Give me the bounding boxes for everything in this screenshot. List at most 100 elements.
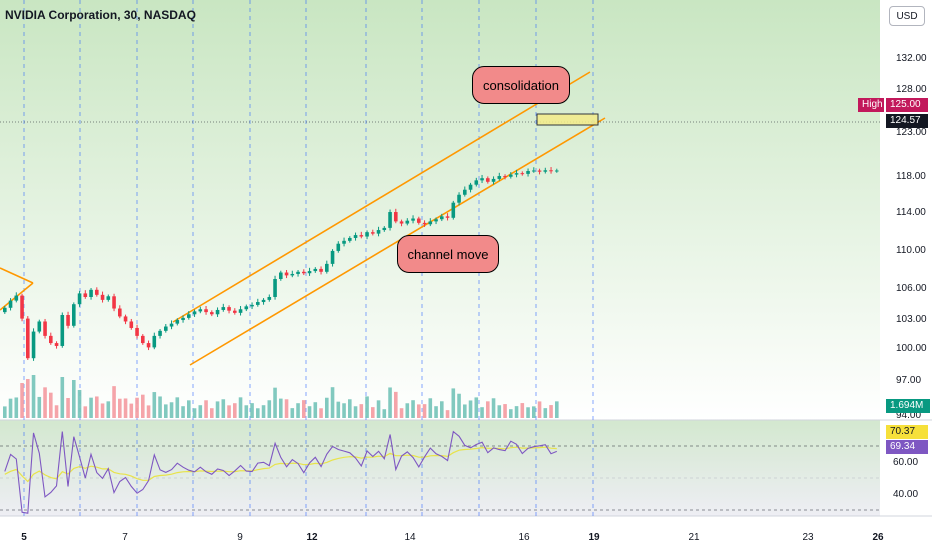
candle-body [405,220,410,224]
volume-bar [371,407,375,418]
high-value-badge: 125.00 [886,98,928,112]
candle-body [20,295,24,319]
candle-body [388,212,392,228]
candle-body [118,308,122,317]
price-tick: 123.00 [896,127,927,138]
candle-body [526,171,530,174]
volume-bar [348,399,352,418]
volume-bar [141,394,145,418]
last-price-badge: 124.57 [886,114,928,128]
volume-bar [187,400,191,418]
volume-bar [49,392,53,418]
candle-body [273,279,277,297]
candle-body [302,271,306,274]
volume-bar [273,387,277,418]
volume-bar [353,406,358,418]
volume-bar [359,404,364,418]
volume-bar [3,406,7,418]
candle-body [543,170,548,172]
candle-body [417,218,421,223]
symbol-title[interactable]: NVIDIA Corporation, 30, NASDAQ [5,8,196,22]
volume-bar [330,387,335,418]
volume-bar [296,403,300,418]
price-tick: 128.00 [896,84,927,95]
volume-bar [267,400,272,418]
candle-body [238,309,243,313]
volume-bar [227,405,231,418]
volume-bar [394,391,398,418]
volume-bar [233,403,237,418]
volume-bar [422,404,427,418]
price-tick: 97.00 [896,375,922,386]
volume-bar [463,404,467,418]
volume-bar [342,403,346,418]
rsi-ma-badge: 70.37 [886,425,928,439]
candle-body [198,309,203,312]
candle-body [348,237,352,241]
candle-body [359,235,364,237]
candle-body [532,170,536,172]
candle-body [313,268,318,272]
candle-body [169,323,174,327]
volume-bar [204,400,208,418]
price-tick: 100.00 [896,343,927,354]
consolidation-layer [536,113,599,126]
candle-body [158,330,162,336]
channel-move-note[interactable]: channel move [397,235,499,273]
candle-body [445,216,450,218]
candle-body [491,178,496,182]
candle-body [244,306,249,310]
candle-body [72,304,76,326]
candle-body [411,218,415,221]
candle-body [8,300,13,308]
candle-body [342,240,346,244]
rsi-value-badge: 69.34 [886,440,928,454]
volume-bar [60,377,65,418]
candle-body [428,221,433,225]
candle-body [549,170,553,172]
candle-body [141,335,145,344]
candle-body [227,307,231,311]
candle-body [123,316,128,322]
candle-body [261,299,266,303]
candle-body [434,219,438,222]
candle-body [537,170,542,172]
volume-bar [307,406,312,418]
volume-bar [457,393,461,418]
currency-button[interactable]: USD [889,6,925,26]
candle-body [399,221,404,224]
volume-bar [399,408,404,418]
candle-body [77,293,82,305]
consolidation-note[interactable]: consolidation [472,66,570,104]
volume-bar [210,408,214,418]
candle-body [555,170,559,172]
volume-bar [405,403,410,418]
rsi-line [4,430,558,514]
volume-bar [169,402,174,418]
candle-body [520,173,525,175]
rsi-tick: 40.00 [893,489,919,500]
price-tick: 118.00 [896,171,926,182]
volume-bar [221,399,226,418]
high-label-badge: High [858,98,884,112]
volume-bar [72,380,76,418]
candle-body [112,296,116,309]
volume-bar [14,397,19,418]
volume-bar [95,396,99,418]
volume-bar [152,392,157,418]
volume-bar [555,401,559,418]
candle-body [26,318,30,359]
candle-body [290,273,295,276]
candle-body [474,180,479,185]
candle-body [100,294,105,300]
volume-bar [451,388,456,418]
volume-bar [486,401,490,418]
candle-body [319,268,323,272]
candle-body [267,297,272,300]
consolidation-box [536,113,599,126]
candle-body [83,293,88,297]
volume-bar [336,401,341,418]
volume-bar [302,400,306,418]
